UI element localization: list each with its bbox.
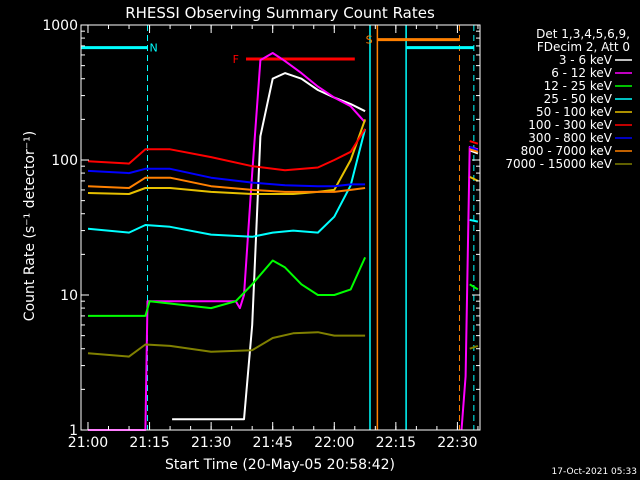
series-line <box>87 128 479 238</box>
chart-title: RHESSI Observing Summary Count Rates <box>125 4 435 22</box>
legend-entry-label: 7000 - 15000 keV <box>505 157 612 171</box>
series-line <box>87 331 479 358</box>
x-tick-label: 22:15 <box>376 435 416 451</box>
y-tick-label: 1000 <box>42 18 78 34</box>
series-line <box>87 128 479 172</box>
legend: Det 1,3,4,5,6,9,FDecim 2, Att 03 - 6 keV… <box>505 27 632 171</box>
series-line <box>87 145 479 188</box>
series-line <box>87 148 479 193</box>
footer-date: 17-Oct-2021 05:33 <box>552 467 637 477</box>
legend-header: FDecim 2, Att 0 <box>537 40 630 54</box>
x-tick-label: 21:15 <box>129 435 169 451</box>
legend-header: Det 1,3,4,5,6,9, <box>536 27 630 41</box>
annotation-label: S <box>366 34 373 47</box>
axes: 21:00 21:15 21:30 21:45 22:00 22:15 22:30 1 10 10… <box>42 18 481 451</box>
annotation-label: N <box>150 42 158 55</box>
x-tick-label: 22:30 <box>437 435 477 451</box>
x-tick-label: 21:30 <box>191 435 231 451</box>
y-axis-label: Count Rate (s⁻¹ detector⁻¹) <box>22 131 38 321</box>
legend-entry-label: 12 - 25 keV <box>544 79 613 93</box>
y-tick-label: 10 <box>60 288 78 304</box>
series-layer <box>87 52 479 431</box>
x-tick-label: 22:00 <box>314 435 354 451</box>
x-tick-label: 21:00 <box>68 435 108 451</box>
y-tick-label: 100 <box>51 153 78 169</box>
x-tick-label: 21:45 <box>253 435 293 451</box>
series-line <box>88 256 479 317</box>
plot-frame <box>80 24 481 431</box>
legend-entry-label: 3 - 6 keV <box>559 53 613 67</box>
y-tick-label: 1 <box>69 423 78 439</box>
legend-entry-label: 300 - 800 keV <box>528 131 612 145</box>
legend-entry-label: 100 - 300 keV <box>528 118 612 132</box>
annotation-label: F <box>233 53 239 66</box>
legend-entry-label: 25 - 50 keV <box>544 92 613 106</box>
legend-entry-label: 50 - 100 keV <box>536 105 613 119</box>
annotation-layer: N F S <box>81 25 475 430</box>
legend-entry-label: 800 - 7000 keV <box>521 144 613 158</box>
legend-entry-label: 6 - 12 keV <box>551 66 613 80</box>
series-line <box>87 119 479 195</box>
x-axis-label: Start Time (20-May-05 20:58:42) <box>165 457 395 473</box>
